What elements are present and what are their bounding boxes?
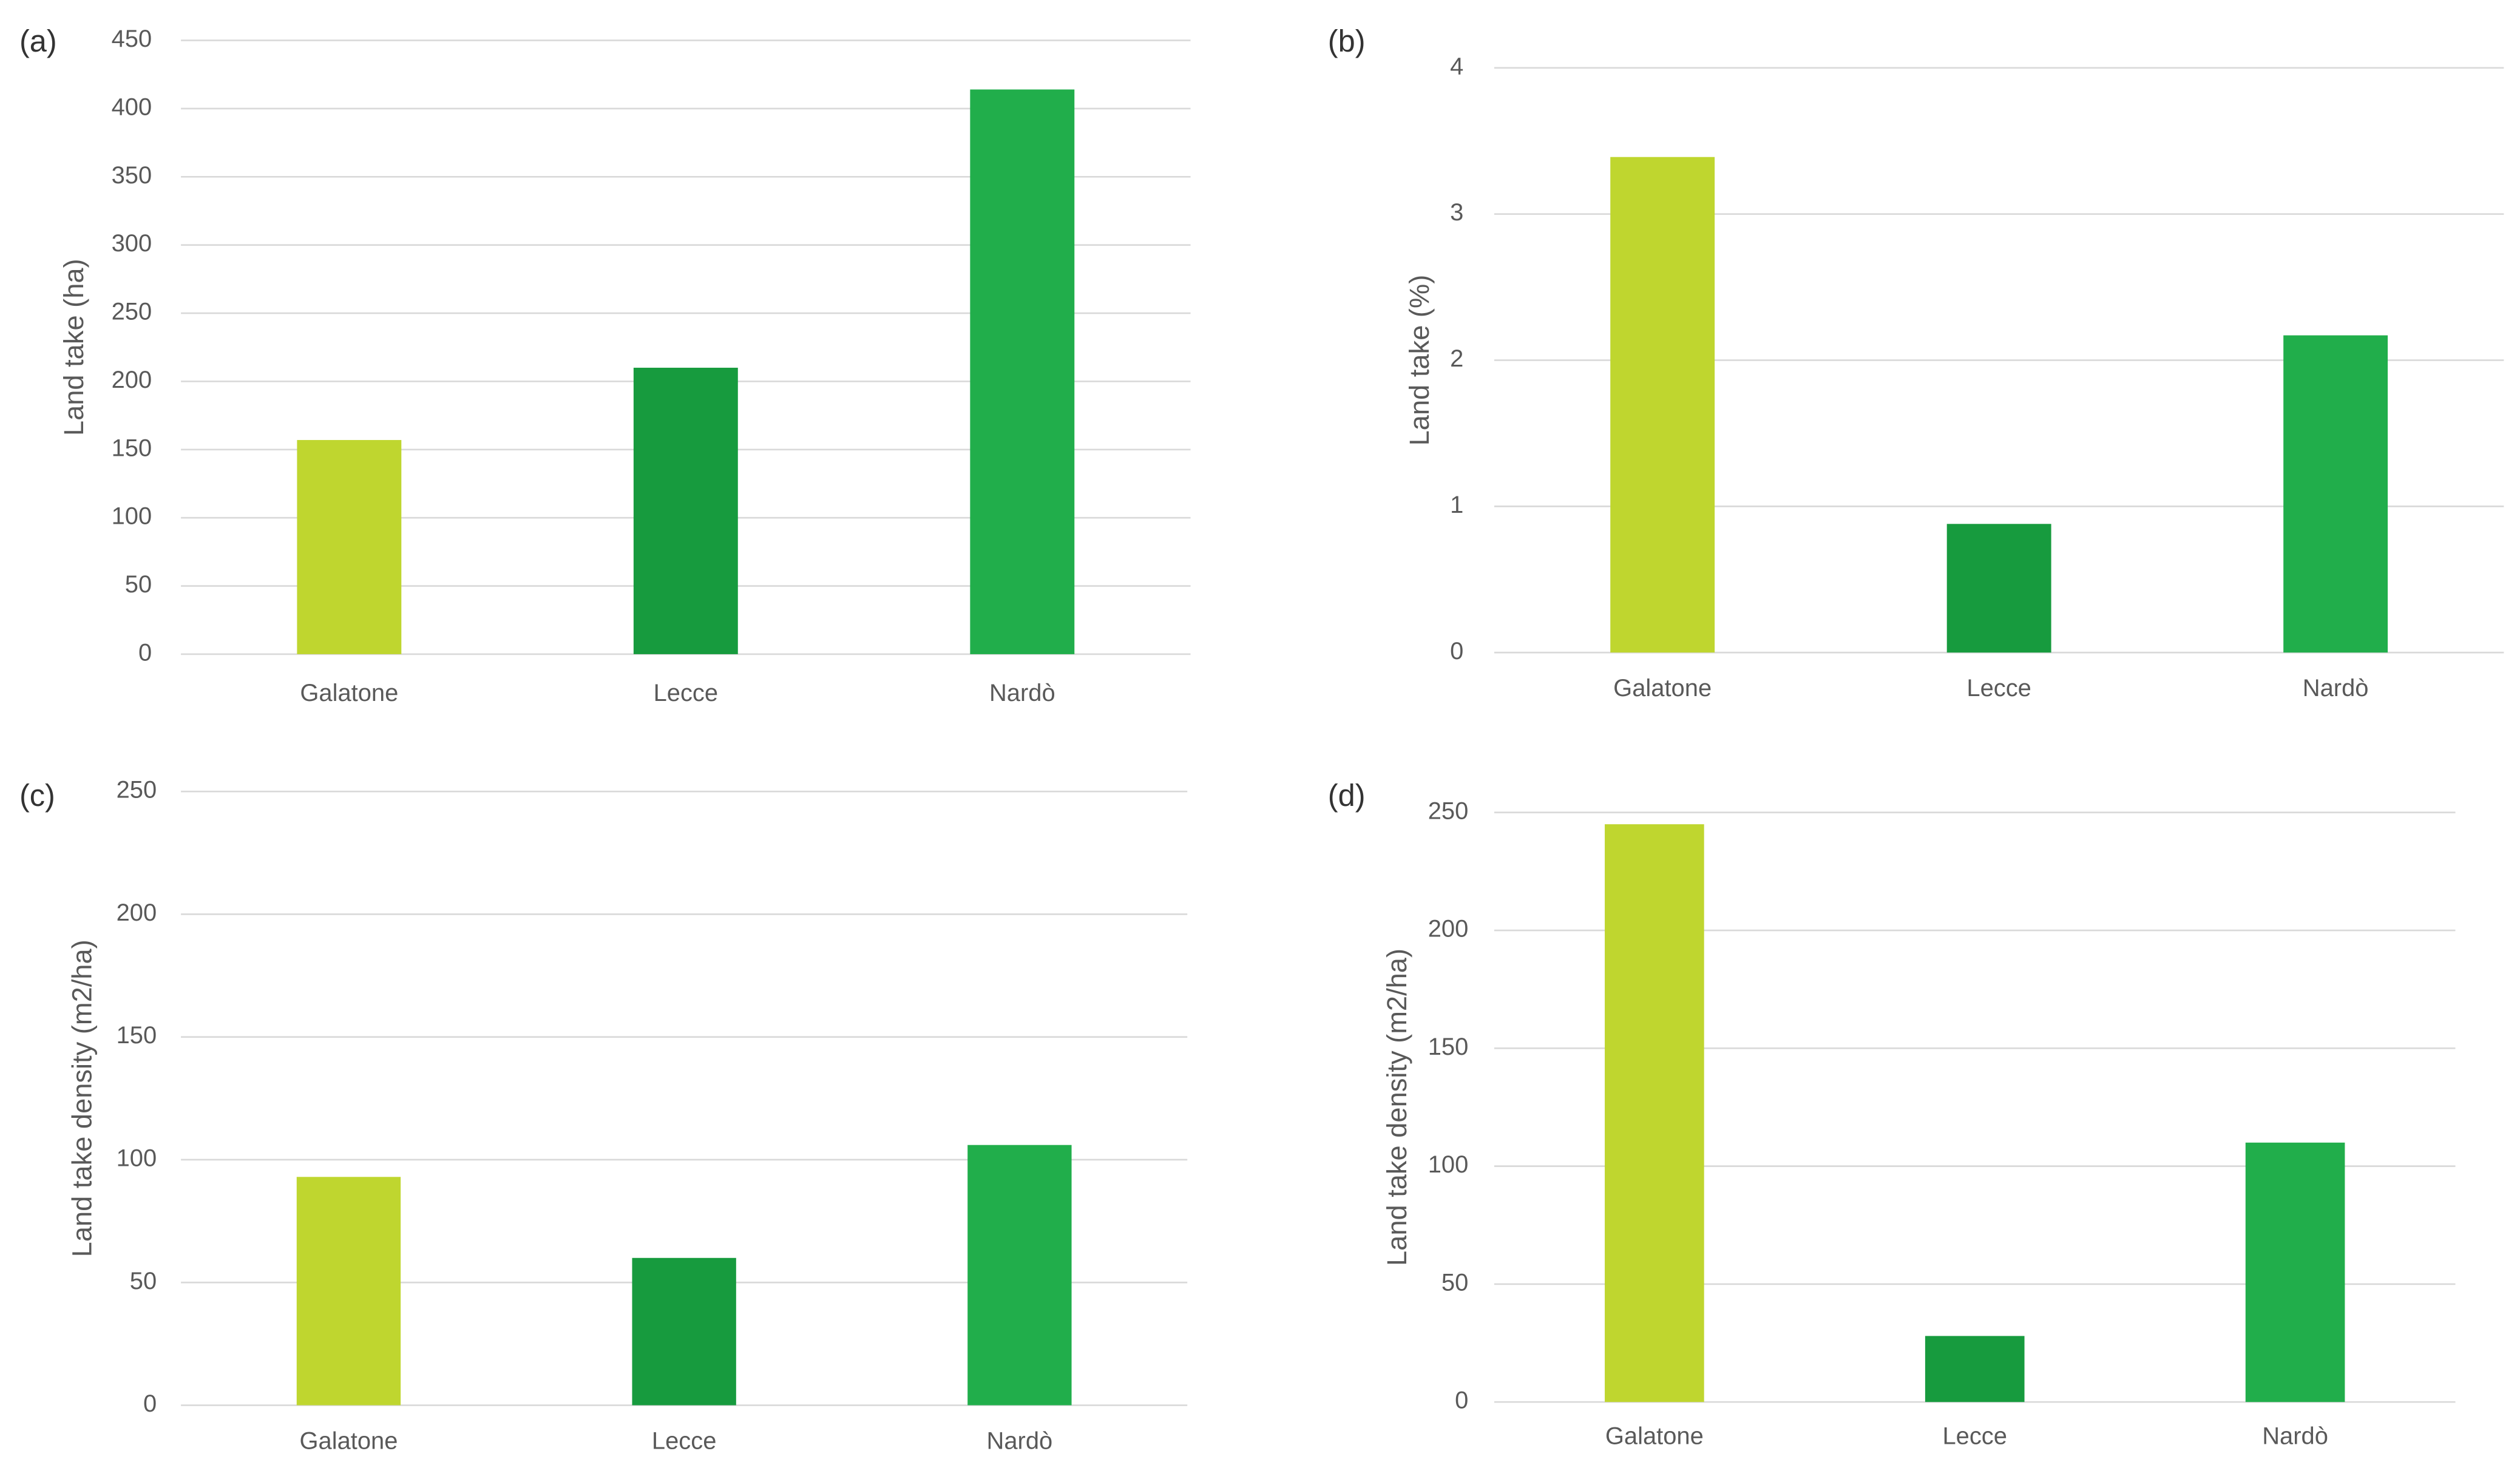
y-tick-label: 200: [112, 367, 152, 393]
y-tick-label: 200: [1428, 916, 1469, 942]
y-tick-label: 0: [1450, 638, 1463, 665]
bar: [2245, 1142, 2345, 1402]
x-tick-label: Nardò: [2303, 675, 2369, 702]
y-tick-label: 150: [112, 435, 152, 461]
x-tick-label: Nardò: [2262, 1423, 2328, 1449]
y-tick-label: 350: [112, 162, 152, 189]
x-tick-label: Galatone: [300, 680, 398, 706]
y-tick-label: 100: [117, 1145, 157, 1172]
bar: [970, 89, 1075, 654]
x-tick-label: Nardò: [987, 1427, 1053, 1454]
y-tick-label: 400: [112, 93, 152, 120]
x-tick-label: Lecce: [654, 680, 719, 706]
y-axis-title: Land take density (m2/ha): [1381, 949, 1412, 1266]
y-tick-label: 0: [143, 1390, 157, 1417]
y-tick-label: 1: [1450, 492, 1463, 518]
bar: [296, 1177, 401, 1406]
y-axis-title: Land take density (m2/ha): [66, 939, 97, 1257]
panel-label: (c): [19, 778, 55, 813]
panel-label: (a): [19, 24, 57, 58]
bar: [2283, 335, 2388, 653]
bar: [1925, 1336, 2025, 1402]
bar: [1946, 524, 2051, 653]
y-tick-label: 250: [1428, 797, 1469, 824]
x-tick-label: Lecce: [1966, 675, 2031, 702]
y-tick-label: 200: [117, 899, 157, 926]
x-tick-label: Nardò: [989, 680, 1055, 706]
x-tick-label: Galatone: [1613, 675, 1712, 702]
bar: [1605, 824, 1704, 1402]
bar: [632, 1257, 736, 1406]
y-tick-label: 250: [117, 777, 157, 804]
y-tick-label: 300: [112, 230, 152, 257]
y-tick-label: 2: [1450, 345, 1463, 372]
bar: [297, 440, 402, 654]
bar: [967, 1145, 1072, 1406]
panel-label: (b): [1328, 24, 1366, 58]
y-tick-label: 450: [112, 25, 152, 52]
panel-label: (d): [1328, 778, 1366, 813]
bar: [633, 367, 738, 654]
y-tick-label: 0: [138, 639, 152, 666]
y-tick-label: 250: [112, 299, 152, 325]
y-tick-label: 3: [1450, 199, 1463, 226]
y-tick-label: 100: [1428, 1151, 1469, 1178]
y-axis-title: Land take (ha): [58, 259, 89, 436]
y-tick-label: 50: [125, 571, 152, 598]
y-tick-label: 50: [1441, 1269, 1468, 1296]
x-tick-label: Lecce: [1942, 1423, 2007, 1449]
bar: [1610, 157, 1715, 653]
y-tick-label: 0: [1455, 1387, 1468, 1414]
x-tick-label: Galatone: [1605, 1423, 1704, 1449]
y-tick-label: 150: [117, 1022, 157, 1049]
x-tick-label: Lecce: [652, 1427, 717, 1454]
y-axis-title: Land take (%): [1404, 275, 1435, 446]
y-tick-label: 50: [130, 1268, 157, 1294]
y-tick-label: 4: [1450, 53, 1463, 80]
y-tick-label: 150: [1428, 1034, 1469, 1060]
y-tick-label: 100: [112, 503, 152, 530]
x-tick-label: Galatone: [299, 1427, 398, 1454]
